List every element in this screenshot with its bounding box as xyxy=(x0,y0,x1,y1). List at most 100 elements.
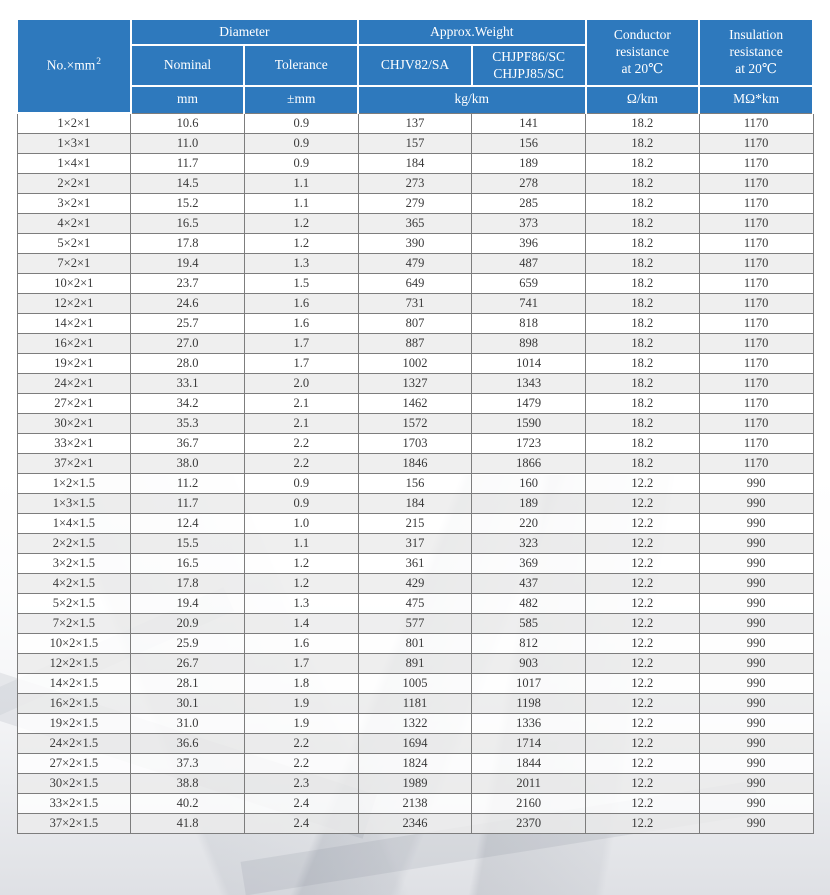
table-cell: 12.2 xyxy=(585,592,700,614)
table-cell: 11.2 xyxy=(130,472,245,494)
table-cell: 1170 xyxy=(698,172,814,194)
table-cell: 33.1 xyxy=(130,372,245,394)
table-cell: 2.4 xyxy=(243,792,359,814)
table-cell: 1.2 xyxy=(243,232,359,254)
table-row: 7×2×1.5 20.9 1.4 577 585 12.2 990 xyxy=(16,612,814,634)
table-cell: 365 xyxy=(357,212,473,234)
table-cell: 278 xyxy=(471,172,587,194)
table-cell: 15.2 xyxy=(130,192,245,214)
table-cell: 12.2 xyxy=(585,712,700,734)
table-cell: 1×3×1.5 xyxy=(16,492,132,514)
table-cell: 18.2 xyxy=(585,212,700,234)
table-row: 7×2×1 19.4 1.3 479 487 18.2 1170 xyxy=(16,252,814,274)
table-cell: 585 xyxy=(471,612,587,634)
table-cell: 18.2 xyxy=(585,332,700,354)
table-cell: 20.9 xyxy=(130,612,245,634)
table-cell: 1.0 xyxy=(243,512,359,534)
table-cell: 1479 xyxy=(471,392,587,414)
table-cell: 898 xyxy=(471,332,587,354)
table-cell: 18.2 xyxy=(585,372,700,394)
table-cell: 12.2 xyxy=(585,732,700,754)
table-cell: 990 xyxy=(698,772,814,794)
table-cell: 1×4×1.5 xyxy=(16,512,132,534)
table-row: 24×2×1 33.1 2.0 1327 1343 18.2 1170 xyxy=(16,372,814,394)
column-header-tolerance: Tolerance xyxy=(243,44,360,87)
table-cell: 10×2×1 xyxy=(16,272,132,294)
table-cell: 429 xyxy=(357,572,473,594)
table-cell: 19.4 xyxy=(130,592,245,614)
table-cell: 40.2 xyxy=(130,792,245,814)
table-cell: 1322 xyxy=(357,712,473,734)
table-cell: 27.0 xyxy=(130,332,245,354)
table-cell: 1017 xyxy=(471,672,587,694)
table-cell: 18.2 xyxy=(585,272,700,294)
table-cell: 18.2 xyxy=(585,132,700,154)
table-cell: 1694 xyxy=(357,732,473,754)
table-cell: 990 xyxy=(698,572,814,594)
unit-tolerance-mm: ±mm xyxy=(243,85,360,113)
table-cell: 1866 xyxy=(471,452,587,474)
table-cell: 317 xyxy=(357,532,473,554)
table-cell: 2×2×1.5 xyxy=(16,532,132,554)
table-cell: 12.2 xyxy=(585,632,700,654)
table-cell: 279 xyxy=(357,192,473,214)
table-cell: 30×2×1.5 xyxy=(16,772,132,794)
table-cell: 1170 xyxy=(698,192,814,214)
table-cell: 38.8 xyxy=(130,772,245,794)
table-cell: 2011 xyxy=(471,772,587,794)
header-group-row: No.×mm2 Diameter Approx.Weight Conductor… xyxy=(16,18,814,114)
table-cell: 2.2 xyxy=(243,452,359,474)
table-cell: 990 xyxy=(698,552,814,574)
table-cell: 1989 xyxy=(357,772,473,794)
table-cell: 1×2×1.5 xyxy=(16,472,132,494)
table-cell: 1170 xyxy=(698,372,814,394)
table-row: 1×4×1 11.7 0.9 184 189 18.2 1170 xyxy=(16,152,814,174)
table-cell: 1462 xyxy=(357,392,473,414)
table-cell: 18.2 xyxy=(585,452,700,474)
table-cell: 2138 xyxy=(357,792,473,814)
table-cell: 1170 xyxy=(698,432,814,454)
unit-kg-km: kg/km xyxy=(357,85,587,113)
table-cell: 10.6 xyxy=(130,112,245,134)
table-cell: 1.9 xyxy=(243,712,359,734)
table-cell: 2.0 xyxy=(243,372,359,394)
table-cell: 28.0 xyxy=(130,352,245,374)
table-cell: 1170 xyxy=(698,452,814,474)
table-cell: 1.9 xyxy=(243,692,359,714)
table-cell: 26.7 xyxy=(130,652,245,674)
table-cell: 37×2×1 xyxy=(16,452,132,474)
table-cell: 184 xyxy=(357,152,473,174)
table-cell: 1170 xyxy=(698,132,814,154)
column-group-weight: Approx.Weight xyxy=(357,18,587,46)
unit-mm: mm xyxy=(129,85,246,113)
table-cell: 14×2×1 xyxy=(16,312,132,334)
table-row: 16×2×1.5 30.1 1.9 1181 1198 12.2 990 xyxy=(16,692,814,714)
table-cell: 1.6 xyxy=(243,632,359,654)
table-cell: 1.2 xyxy=(243,552,359,574)
table-row: 4×2×1 16.5 1.2 365 373 18.2 1170 xyxy=(16,212,814,234)
table-row: 1×3×1 11.0 0.9 157 156 18.2 1170 xyxy=(16,132,814,154)
table-cell: 0.9 xyxy=(243,152,359,174)
table-cell: 659 xyxy=(471,272,587,294)
table-cell: 12.2 xyxy=(585,492,700,514)
column-header-conductor-resistance: Conductor resistance at 20℃ xyxy=(584,18,701,87)
table-cell: 18.2 xyxy=(585,392,700,414)
table-cell: 0.9 xyxy=(243,492,359,514)
table-cell: 475 xyxy=(357,592,473,614)
table-cell: 12.2 xyxy=(585,772,700,794)
table-cell: 12.2 xyxy=(585,552,700,574)
table-cell: 12.2 xyxy=(585,692,700,714)
table-cell: 12×2×1.5 xyxy=(16,652,132,674)
table-cell: 2.2 xyxy=(243,432,359,454)
table-cell: 1.2 xyxy=(243,572,359,594)
table-cell: 2.3 xyxy=(243,772,359,794)
table-cell: 19×2×1 xyxy=(16,352,132,374)
table-cell: 1170 xyxy=(698,212,814,234)
table-cell: 1.6 xyxy=(243,292,359,314)
table-cell: 1.8 xyxy=(243,672,359,694)
table-cell: 2.2 xyxy=(243,752,359,774)
header-sub-row: Nominal Tolerance CHJV82/SA CHJPF86/SC C… xyxy=(17,44,813,87)
table-cell: 24.6 xyxy=(130,292,245,314)
table-cell: 5×2×1 xyxy=(16,232,132,254)
table-cell: 18.2 xyxy=(585,312,700,334)
